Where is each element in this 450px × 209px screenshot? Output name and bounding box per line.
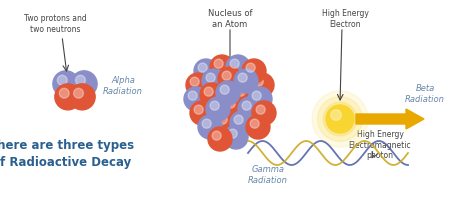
Circle shape — [59, 88, 69, 98]
Circle shape — [318, 97, 362, 141]
Circle shape — [234, 115, 243, 124]
Circle shape — [224, 125, 248, 149]
Circle shape — [190, 101, 214, 125]
Circle shape — [228, 129, 237, 138]
Circle shape — [238, 73, 247, 82]
Circle shape — [190, 77, 199, 86]
Circle shape — [250, 119, 259, 128]
Circle shape — [69, 84, 95, 110]
Circle shape — [331, 110, 342, 120]
Circle shape — [254, 77, 263, 86]
Circle shape — [202, 119, 211, 128]
Circle shape — [234, 69, 258, 93]
Text: There are three types
of Radioactive Decay: There are three types of Radioactive Dec… — [0, 139, 135, 169]
Circle shape — [326, 105, 354, 133]
Circle shape — [206, 73, 215, 82]
Circle shape — [186, 73, 210, 97]
Circle shape — [212, 131, 221, 140]
Circle shape — [188, 91, 197, 100]
Circle shape — [214, 59, 223, 68]
Text: Gamma
Radiation: Gamma Radiation — [248, 165, 288, 185]
Circle shape — [194, 105, 203, 114]
Circle shape — [246, 115, 270, 139]
Circle shape — [252, 101, 276, 125]
Circle shape — [198, 115, 222, 139]
Circle shape — [184, 87, 208, 111]
Circle shape — [218, 67, 242, 91]
Circle shape — [76, 75, 86, 85]
Circle shape — [238, 97, 262, 121]
Text: Alpha
Radiation: Alpha Radiation — [103, 76, 143, 96]
Circle shape — [55, 84, 81, 110]
Circle shape — [256, 105, 265, 114]
Circle shape — [210, 101, 219, 110]
Circle shape — [57, 75, 67, 85]
Text: High Energy
Electromagnetic
photon: High Energy Electromagnetic photon — [349, 130, 411, 160]
Circle shape — [214, 111, 238, 135]
Circle shape — [222, 71, 231, 80]
Circle shape — [226, 55, 250, 79]
Circle shape — [252, 91, 261, 100]
Circle shape — [222, 95, 246, 119]
Circle shape — [246, 63, 255, 72]
FancyArrow shape — [356, 109, 424, 129]
Circle shape — [198, 63, 207, 72]
Text: Beta
Radiation: Beta Radiation — [405, 84, 445, 104]
Circle shape — [242, 101, 251, 110]
Circle shape — [248, 87, 272, 111]
Circle shape — [230, 59, 239, 68]
Circle shape — [73, 88, 83, 98]
Circle shape — [323, 102, 357, 136]
Circle shape — [206, 97, 230, 121]
Circle shape — [232, 83, 256, 107]
Circle shape — [210, 55, 234, 79]
Circle shape — [230, 111, 254, 135]
Text: High Energy
Electron: High Energy Electron — [322, 9, 369, 29]
Circle shape — [204, 87, 213, 96]
Circle shape — [236, 87, 245, 96]
Circle shape — [194, 59, 218, 83]
Circle shape — [218, 115, 227, 124]
Circle shape — [208, 127, 232, 151]
Circle shape — [200, 83, 224, 107]
Circle shape — [226, 99, 235, 108]
Circle shape — [202, 69, 226, 93]
Circle shape — [220, 85, 229, 94]
Text: Two protons and
two neutrons: Two protons and two neutrons — [23, 14, 86, 34]
Circle shape — [216, 81, 240, 105]
Circle shape — [53, 71, 79, 97]
Circle shape — [312, 91, 368, 147]
Circle shape — [242, 59, 266, 83]
Circle shape — [250, 73, 274, 97]
Text: Nucleus of
an Atom: Nucleus of an Atom — [208, 9, 252, 29]
Circle shape — [71, 71, 97, 97]
